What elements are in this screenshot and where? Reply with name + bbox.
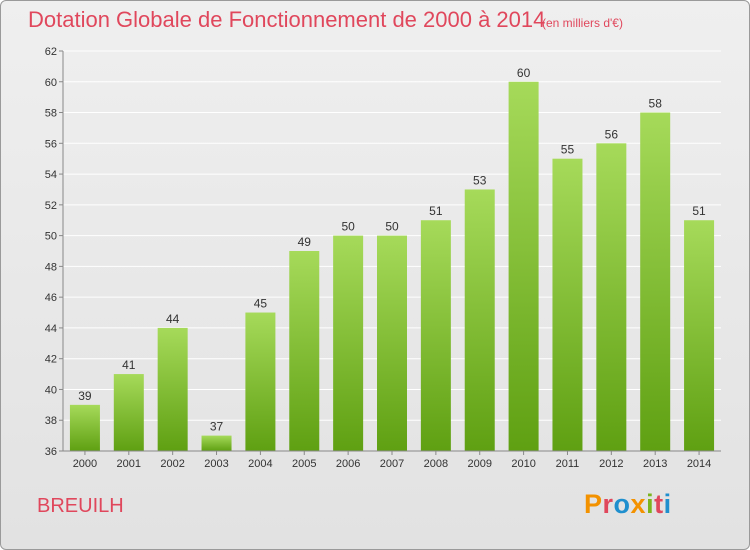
y-tick-label: 60 [45, 77, 57, 89]
data-label-2002: 44 [166, 312, 180, 326]
chart-title: Dotation Globale de Fonctionnement de 20… [28, 7, 546, 32]
data-label-2012: 56 [605, 127, 619, 141]
data-label-2013: 58 [649, 97, 663, 111]
data-label-2007: 50 [385, 220, 399, 234]
x-tick-label-2006: 2006 [336, 458, 360, 470]
y-tick-label: 42 [45, 354, 57, 366]
x-tick-label-2007: 2007 [380, 458, 404, 470]
data-label-2004: 45 [254, 297, 268, 311]
logo-letter: o [613, 489, 631, 519]
logo-letter: P [584, 489, 603, 519]
y-tick-label: 40 [45, 384, 57, 396]
data-label-2000: 39 [78, 389, 92, 403]
bar-2007 [377, 235, 407, 451]
bar-2011 [552, 158, 583, 451]
data-label-2006: 50 [341, 220, 355, 234]
bar-2006 [333, 235, 364, 451]
proxiti-logo[interactable]: Proxiti [584, 489, 672, 520]
data-label-2010: 60 [517, 66, 531, 80]
y-tick-label: 44 [45, 323, 57, 335]
chart-subtitle: (en milliers d'€) [542, 16, 623, 30]
bar-2002 [157, 327, 188, 451]
data-label-2011: 55 [561, 143, 575, 157]
bars [69, 81, 715, 452]
bar-2008 [420, 220, 451, 451]
data-label-2009: 53 [473, 173, 487, 187]
data-label-2001: 41 [122, 358, 136, 372]
logo-letter: t [654, 489, 664, 519]
bar-2003 [201, 435, 232, 451]
x-tick-label-2011: 2011 [556, 458, 580, 470]
x-tick-label-2014: 2014 [687, 458, 711, 470]
y-tick-label: 46 [45, 292, 57, 304]
bar-2009 [464, 189, 495, 451]
logo-letter: i [663, 489, 672, 519]
bar-2010 [508, 81, 539, 452]
x-tick-label-2010: 2010 [511, 458, 535, 470]
x-tick-label-2004: 2004 [248, 458, 272, 470]
data-label-2008: 51 [429, 204, 443, 218]
commune-name: BREUILH [37, 495, 124, 517]
data-label-2003: 37 [210, 420, 224, 434]
data-label-2005: 49 [298, 235, 312, 249]
x-tick-label-2013: 2013 [643, 458, 667, 470]
x-tick-label-2009: 2009 [467, 458, 491, 470]
logo-letter: r [602, 489, 614, 519]
y-tick-label: 62 [45, 46, 57, 58]
data-label-2014: 51 [692, 204, 706, 218]
bar-2000 [69, 404, 100, 451]
bar-2013 [640, 112, 671, 452]
logo-letter: i [646, 489, 655, 519]
bar-2014 [684, 220, 715, 451]
x-tick-label-2003: 2003 [204, 458, 228, 470]
logo-letter: x [630, 489, 647, 519]
x-tick-label-2008: 2008 [424, 458, 448, 470]
x-tick-label-2000: 2000 [73, 458, 97, 470]
y-tick-label: 54 [45, 169, 57, 181]
y-tick-label: 38 [45, 415, 57, 427]
y-tick-label: 52 [45, 200, 57, 212]
bar-2005 [289, 251, 320, 451]
y-tick-label: 56 [45, 138, 57, 150]
bar-2001 [113, 374, 144, 451]
y-tick-label: 58 [45, 108, 57, 120]
data-labels: 39 41 44 37 45 49 50 50 51 53 60 55 56 58 51 [78, 66, 706, 434]
x-tick-label-2005: 2005 [292, 458, 316, 470]
y-tick-label: 50 [45, 231, 57, 243]
bar-2004 [245, 312, 276, 451]
y-tick-label: 36 [45, 446, 57, 458]
axes: 36 38 40 42 44 46 48 50 52 54 56 58 60 62 2000 2001 2002… [45, 46, 721, 470]
y-tick-label: 48 [45, 261, 57, 273]
bar-2012 [596, 143, 627, 452]
x-tick-label-2012: 2012 [599, 458, 623, 470]
x-tick-label-2001: 2001 [117, 458, 141, 470]
x-tick-label-2002: 2002 [160, 458, 184, 470]
